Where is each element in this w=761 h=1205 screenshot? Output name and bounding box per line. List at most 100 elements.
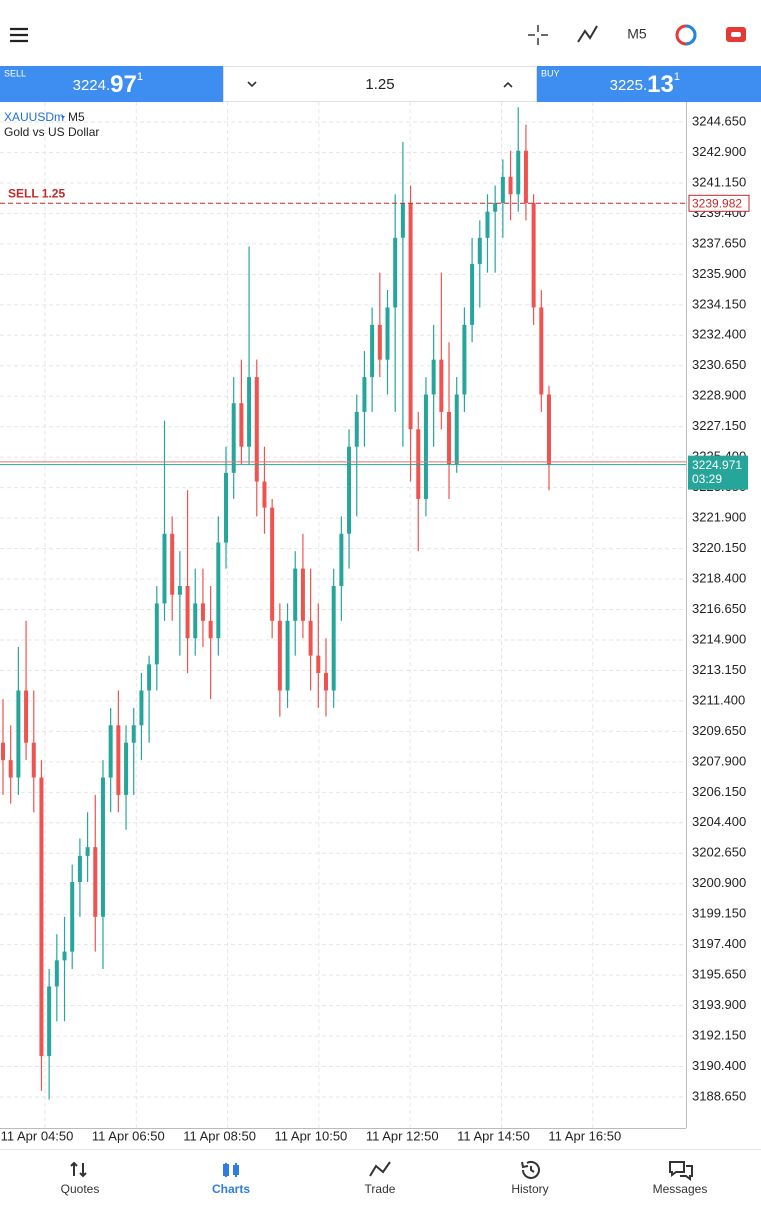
candle-body bbox=[423, 394, 428, 499]
candle-body bbox=[408, 202, 413, 430]
nav-item[interactable]: Messages bbox=[653, 1161, 708, 1196]
x-tick-label: 11 Apr 16:50 bbox=[548, 1128, 621, 1143]
candle-body bbox=[470, 263, 475, 325]
candle-body bbox=[331, 586, 336, 691]
y-tick-label: 3209.650 bbox=[692, 723, 746, 738]
y-tick-label: 3204.400 bbox=[692, 814, 746, 829]
bid-price: 3224.971 bbox=[692, 458, 742, 472]
y-tick-label: 3193.900 bbox=[692, 997, 746, 1012]
candle-body bbox=[154, 603, 159, 665]
candle-body bbox=[462, 324, 467, 395]
objects-button[interactable] bbox=[675, 24, 697, 46]
candle-body bbox=[47, 986, 52, 1057]
candle-body bbox=[516, 150, 521, 195]
candle-body bbox=[308, 620, 313, 656]
y-tick-label: 3228.900 bbox=[692, 388, 746, 403]
candle-body bbox=[85, 847, 90, 856]
symbol[interactable]: XAUUSDm bbox=[4, 110, 64, 124]
volume-down[interactable] bbox=[247, 81, 257, 88]
candle-body bbox=[539, 307, 544, 395]
nav-label: Messages bbox=[653, 1182, 708, 1196]
nav-icon bbox=[521, 1160, 540, 1179]
price-sup: 1 bbox=[674, 71, 680, 83]
volume[interactable]: 1.25 bbox=[365, 76, 394, 93]
candle-body bbox=[62, 951, 67, 961]
nav-label: Trade bbox=[365, 1182, 396, 1196]
candle-body bbox=[347, 446, 352, 534]
plot: 11 Apr 04:50 11 Apr 06:50 11 Apr 08:50 11 A… bbox=[0, 102, 750, 1143]
price-prefix: 3224. bbox=[73, 77, 111, 94]
nav-item[interactable]: History bbox=[511, 1160, 549, 1196]
y-tick-label: 3244.650 bbox=[692, 113, 746, 128]
candle-body bbox=[239, 403, 244, 447]
candle-body bbox=[216, 542, 221, 639]
candle-body bbox=[270, 507, 275, 621]
symbol-dropdown[interactable] bbox=[61, 116, 65, 119]
order-level-label: SELL 1.25 bbox=[8, 186, 65, 200]
candle-body bbox=[224, 472, 229, 543]
candle-body bbox=[547, 394, 551, 465]
nav-item[interactable]: Trade bbox=[365, 1161, 396, 1196]
candle-body bbox=[139, 690, 144, 726]
volume-up[interactable] bbox=[503, 81, 513, 88]
order-level-box bbox=[688, 194, 750, 212]
y-tick-label: 3207.900 bbox=[692, 753, 746, 768]
y-tick-label: 3188.650 bbox=[692, 1088, 746, 1103]
candle-body bbox=[385, 307, 390, 360]
price-big: 13 bbox=[647, 71, 674, 98]
candle-body bbox=[531, 202, 536, 308]
symbol-description: Gold vs US Dollar bbox=[4, 125, 99, 139]
price-sup: 1 bbox=[137, 71, 143, 83]
candle-body bbox=[354, 411, 359, 447]
buy-button[interactable] bbox=[537, 66, 761, 102]
indicators-button[interactable] bbox=[577, 25, 598, 43]
nav-item[interactable]: Charts bbox=[212, 1163, 250, 1196]
candle-body bbox=[362, 377, 367, 412]
nav-label: Charts bbox=[212, 1182, 250, 1196]
candle-body bbox=[31, 742, 36, 778]
menu-button[interactable] bbox=[10, 27, 28, 43]
order-level-price: 3239.982 bbox=[692, 196, 742, 210]
candle-body bbox=[523, 150, 528, 203]
candle-body bbox=[431, 359, 436, 395]
price-big: 97 bbox=[110, 71, 137, 98]
nav-item[interactable]: Quotes bbox=[61, 1161, 100, 1196]
crosshair-button[interactable] bbox=[528, 25, 548, 45]
x-tick-label: 11 Apr 12:50 bbox=[366, 1128, 439, 1143]
candle-body bbox=[508, 176, 513, 195]
trade-button[interactable] bbox=[726, 27, 746, 42]
candle-body bbox=[16, 690, 21, 778]
candle-body bbox=[24, 690, 29, 743]
candle-body bbox=[185, 586, 190, 639]
y-tick-label: 3242.900 bbox=[692, 144, 746, 159]
candle-body bbox=[447, 411, 452, 465]
bid-label-box bbox=[688, 455, 748, 490]
y-tick-label: 3195.650 bbox=[692, 967, 746, 982]
y-tick-label: 3241.150 bbox=[692, 174, 746, 189]
candle-body bbox=[400, 202, 405, 238]
toolbar bbox=[0, 0, 761, 65]
timeframe-button[interactable]: M5 bbox=[627, 26, 647, 42]
candle-body bbox=[370, 324, 375, 378]
sell-button[interactable] bbox=[0, 66, 223, 102]
candle-body bbox=[162, 533, 167, 604]
sell-label: SELL bbox=[4, 68, 26, 78]
candle-body bbox=[147, 664, 152, 691]
buy-price: 3225.131 bbox=[610, 71, 680, 98]
candle-body bbox=[285, 620, 290, 691]
nav-icon bbox=[369, 1161, 391, 1177]
candle-body bbox=[247, 377, 252, 447]
y-tick-label: 3211.400 bbox=[692, 692, 745, 707]
candle-body bbox=[500, 176, 505, 203]
candle-body bbox=[254, 377, 259, 482]
candle-body bbox=[277, 620, 282, 691]
nav-label: History bbox=[511, 1182, 548, 1196]
candle-body bbox=[131, 725, 136, 743]
y-tick-label: 3202.650 bbox=[692, 845, 746, 860]
candle-body bbox=[377, 324, 382, 360]
candle-body bbox=[54, 960, 59, 987]
volume-box[interactable] bbox=[223, 66, 537, 102]
y-tick-label: 3237.650 bbox=[692, 235, 746, 250]
candle-body bbox=[485, 211, 490, 238]
